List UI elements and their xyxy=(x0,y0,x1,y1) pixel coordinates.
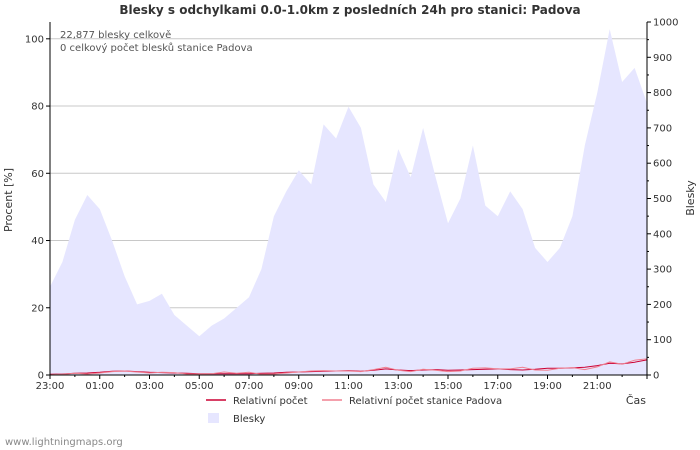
x-tick-label: 13:00 xyxy=(384,381,413,392)
right-tick-label: 200 xyxy=(653,300,672,311)
left-tick-label: 80 xyxy=(31,102,44,113)
y-axis-label-right: Blesky xyxy=(684,180,697,216)
right-tick-label: 400 xyxy=(653,229,672,240)
x-tick-label: 01:00 xyxy=(85,381,114,392)
annotation-total: 22,877 blesky celkově xyxy=(60,29,171,41)
annotation-station: 0 celkový počet blesků stanice Padova xyxy=(60,42,253,54)
legend: Relativní počet Relativní počet stanice … xyxy=(206,395,502,425)
right-axis-ticks: 0 100 200 300 400 500 600 700 800 900 1000 xyxy=(647,18,678,382)
right-tick-label: 100 xyxy=(653,335,672,346)
y-axis-label-left: Procent [%] xyxy=(2,168,15,232)
legend-swatch-blesky xyxy=(208,413,219,423)
left-tick-label: 0 xyxy=(38,371,44,382)
right-tick-label: 900 xyxy=(653,53,672,64)
blesky-area-layer xyxy=(50,29,647,375)
series-line-relativn-po-et-stanice-padova xyxy=(49,358,648,376)
left-axis-ticks: 0 20 40 60 80 100 xyxy=(25,34,50,382)
x-axis-ticks: 23:00 01:00 03:00 05:00 07:00 09:00 11:00 13:00… xyxy=(36,375,648,392)
left-tick-label: 100 xyxy=(25,34,44,45)
x-tick-label: 03:00 xyxy=(135,381,164,392)
right-tick-label: 600 xyxy=(653,159,672,170)
x-tick-label: 19:00 xyxy=(533,381,562,392)
legend-label-blesky: Blesky xyxy=(233,414,265,425)
left-tick-label: 60 xyxy=(31,169,44,180)
right-tick-label: 500 xyxy=(653,194,672,205)
chart-title: Blesky s odchylkami 0.0-1.0km z poslední… xyxy=(119,3,580,17)
right-tick-label: 1000 xyxy=(653,18,678,29)
x-tick-label: 11:00 xyxy=(334,381,363,392)
legend-label-relativni-pocet-stanice: Relativní počet stanice Padova xyxy=(349,395,502,407)
x-tick-label: 21:00 xyxy=(583,381,612,392)
x-tick-label: 17:00 xyxy=(483,381,512,392)
x-tick-label: 15:00 xyxy=(434,381,463,392)
credit: www.lightningmaps.org xyxy=(5,437,123,448)
x-tick-label: 23:00 xyxy=(36,381,65,392)
series-area-blesky xyxy=(50,29,647,375)
x-tick-label: 09:00 xyxy=(284,381,313,392)
x-axis-label: Čas xyxy=(626,394,646,407)
left-tick-label: 40 xyxy=(31,236,44,247)
x-tick-label: 05:00 xyxy=(185,381,214,392)
x-tick-label: 07:00 xyxy=(235,381,264,392)
right-tick-label: 0 xyxy=(653,371,659,382)
right-tick-label: 700 xyxy=(653,123,672,134)
legend-label-relativni-pocet: Relativní počet xyxy=(233,395,308,407)
series-lines-layer xyxy=(49,358,648,376)
left-tick-label: 20 xyxy=(31,303,44,314)
right-tick-label: 800 xyxy=(653,88,672,99)
right-tick-label: 300 xyxy=(653,265,672,276)
